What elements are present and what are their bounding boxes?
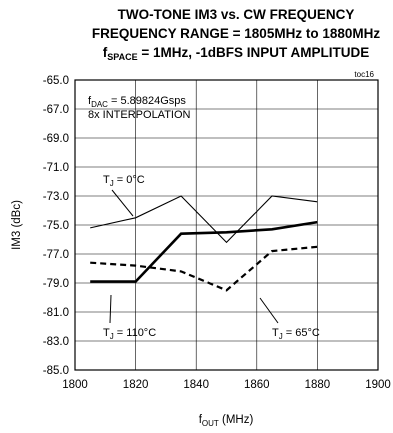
series-line-0 (90, 195, 318, 244)
y-tick-label: -77.0 (43, 249, 69, 261)
y-tick-label: -67.0 (43, 104, 69, 116)
label-tj-65c: TJ = 65°C (272, 327, 320, 341)
x-tick-label: 1800 (62, 379, 88, 391)
y-tick-label: -85.0 (43, 365, 69, 377)
leader-tj-65c (259, 297, 279, 324)
y-tick-label: -79.0 (43, 278, 69, 290)
chart-title-line2: FREQUENCY RANGE = 1805MHz to 1880MHz (92, 26, 380, 41)
series-line-2 (90, 245, 318, 292)
label-tj-110c: TJ = 110°C (103, 327, 156, 341)
x-axis-label: fOUT (MHz) (199, 414, 254, 428)
note-line1: fDAC = 5.89824Gsps (88, 95, 186, 109)
x-tick-label: 1820 (123, 379, 149, 391)
x-tick-label: 1880 (305, 379, 331, 391)
y-tick-label: -69.0 (43, 133, 69, 145)
note-line2: 8x INTERPOLATION (88, 109, 191, 121)
y-tick-label: -65.0 (43, 75, 69, 87)
x-tick-label: 1900 (365, 379, 391, 391)
leader-tj-110c (109, 294, 112, 324)
x-tick-label: 1840 (183, 379, 209, 391)
chart-title-line3: fSPACE = 1MHz, -1dBFS INPUT AMPLITUDE (103, 45, 369, 62)
series-line-1 (90, 220, 318, 283)
label-tj-0c: TJ = 0°C (103, 174, 145, 188)
x-tick-labels: 1800 1820 1840 1860 1880 1900 (62, 379, 391, 391)
series-group (90, 195, 318, 292)
y-tick-label: -81.0 (43, 307, 69, 319)
y-tick-label: -71.0 (43, 162, 69, 174)
y-axis-label: IM3 (dBc) (11, 200, 23, 250)
toc-label: toc16 (354, 70, 374, 79)
y-tick-label: -75.0 (43, 220, 69, 232)
plot-frame (74, 79, 379, 371)
y-tick-label: -73.0 (43, 191, 69, 203)
chart-title-line1: TWO-TONE IM3 vs. CW FREQUENCY (118, 7, 355, 22)
y-tick-label: -83.0 (43, 336, 69, 348)
leader-tj-0c (111, 189, 134, 217)
x-tick-label: 1860 (244, 379, 270, 391)
y-tick-labels: -65.0 -67.0 -69.0 -71.0 -73.0 -75.0 -77.0 -79.0… (43, 75, 69, 377)
